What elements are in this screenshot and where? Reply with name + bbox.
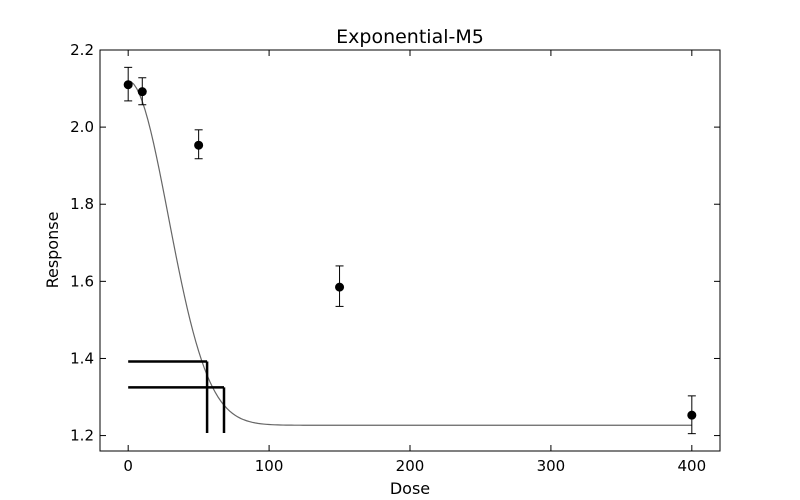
x-axis-label: Dose [390, 479, 430, 498]
data-point [687, 410, 697, 420]
y-tick-label: 1.4 [70, 349, 94, 367]
x-tick-label: 300 [537, 457, 566, 475]
data-point [194, 140, 204, 150]
fitted-curve [128, 80, 692, 426]
y-tick-label: 1.2 [70, 427, 94, 445]
y-tick-label: 2.2 [70, 41, 94, 59]
x-tick-label: 400 [677, 457, 706, 475]
x-tick-label: 100 [255, 457, 284, 475]
x-tick-label: 0 [123, 457, 133, 475]
y-axis-label: Response [43, 212, 62, 289]
data-point [335, 282, 345, 292]
chart-title: Exponential-M5 [336, 26, 484, 48]
data-point [137, 87, 147, 97]
x-tick-label: 200 [396, 457, 425, 475]
y-tick-label: 1.8 [70, 195, 94, 213]
plot-area: 0 100 200 300 400 1.2 1.4 1.6 1.8 2.0 2.2 [70, 41, 721, 475]
y-tick-label: 1.6 [70, 272, 94, 290]
data-point [123, 80, 133, 90]
y-tick-label: 2.0 [70, 118, 94, 136]
